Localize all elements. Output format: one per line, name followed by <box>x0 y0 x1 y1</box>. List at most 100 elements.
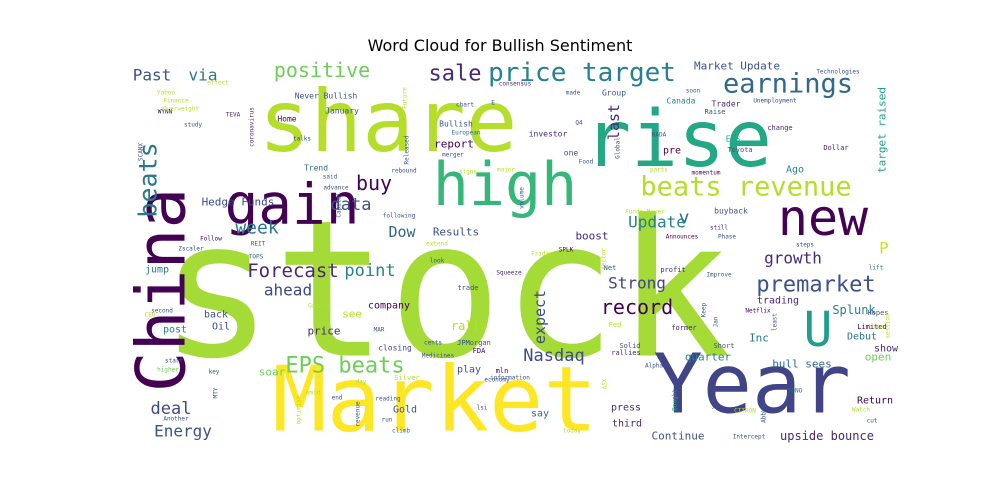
word-market-update: Market Update <box>694 60 780 73</box>
word-wynn: WYNN <box>158 109 173 116</box>
word-earnings: earnings <box>723 69 853 100</box>
word-global: Global <box>615 137 622 159</box>
word-signs: signs <box>459 169 477 176</box>
word-look: look <box>430 258 445 265</box>
word-last: last <box>605 104 623 140</box>
word-higher: higher <box>157 367 179 374</box>
word-abbvie: AbbVie <box>761 401 768 423</box>
word-announces: Announces <box>666 234 699 241</box>
word-growth: growth <box>764 249 822 268</box>
word-today: today <box>563 428 581 435</box>
word-press: press <box>611 403 641 414</box>
word-alpha: Alpha <box>645 363 663 370</box>
word-steps: steps <box>796 242 814 249</box>
word-revenue: revenue <box>355 401 362 427</box>
word-live: Live <box>869 324 884 331</box>
word-q4: Q4 <box>575 120 583 127</box>
word-funds-never: Funds Never <box>625 209 665 216</box>
word-follow: Follow <box>200 236 222 243</box>
word-january: January <box>325 107 359 116</box>
word-made: made <box>566 90 581 97</box>
word-bullish: Bullish <box>439 120 473 129</box>
word-closing: closing <box>378 344 412 353</box>
word-share: share <box>259 72 518 172</box>
word-u: U <box>804 302 833 358</box>
word-ceo: CEO <box>145 312 156 319</box>
word-soar: soar <box>259 366 286 379</box>
word-intercept: Intercept <box>733 434 766 441</box>
word-advance: advance <box>323 185 349 192</box>
word-dow: Dow <box>388 223 416 241</box>
word-following: following <box>383 213 416 220</box>
word-gold: Gold <box>393 405 417 416</box>
word-rada: RADA <box>652 132 667 139</box>
word-positive: positive <box>274 58 370 82</box>
word-record: record <box>601 295 673 319</box>
word-gained: Gained <box>308 303 330 310</box>
word-future: Future <box>402 87 409 109</box>
word-rally: rally <box>451 319 487 333</box>
word-price-target: price target <box>488 58 676 88</box>
word-open: open <box>865 351 892 364</box>
word-end: end <box>332 395 343 402</box>
word-beats: beats <box>134 142 163 217</box>
word-forecast: Forecast <box>247 260 339 282</box>
word-overweight: Overweight <box>163 106 200 113</box>
word-dollar: Dollar <box>823 144 848 152</box>
word-premarket: premarket <box>756 273 875 298</box>
word-phase: Phase <box>718 234 736 241</box>
word-reading: reading <box>375 396 401 403</box>
word-beats-revenue: beats revenue <box>640 172 851 203</box>
word-mty: MTY <box>213 387 220 398</box>
word-released: Released <box>404 135 411 164</box>
word-show: show <box>874 344 899 355</box>
word-e: E <box>491 100 495 107</box>
word-market: Market <box>272 348 597 453</box>
word-report: report <box>434 138 474 151</box>
word-china: China <box>123 188 202 393</box>
word-year: Year <box>653 338 850 433</box>
word-upside-bounce: upside bounce <box>780 429 874 443</box>
word-see: see <box>342 308 362 321</box>
word-trend: Trend <box>304 164 328 173</box>
word-consensus: consensus <box>499 81 532 88</box>
word-ago: Ago <box>786 165 804 176</box>
word-asx: ASX <box>602 378 609 389</box>
word-virus: virus <box>711 391 718 409</box>
word-bull-sees: bull sees <box>772 358 832 371</box>
word-jpmorgan: JPMorgan <box>457 339 491 347</box>
word-bought: Bought <box>672 389 679 411</box>
word-hedge-funds: Hedge Funds <box>202 196 275 209</box>
word-amid: amid <box>306 390 321 397</box>
word-past: Past <box>133 66 172 85</box>
word-ahead: ahead <box>264 281 312 300</box>
word-parts: parts <box>650 167 668 174</box>
word-squeeze: Squeeze <box>496 270 522 277</box>
word-strong: Strong <box>608 274 666 293</box>
word-gain: gain <box>225 173 360 238</box>
word-european: European <box>452 130 481 137</box>
word-watch: Watch <box>852 407 870 414</box>
word-zscaler: Zscaler <box>178 246 204 253</box>
word-data: data <box>331 195 372 215</box>
word-unemployment: Unemployment <box>753 98 797 105</box>
word-information: information <box>490 375 530 382</box>
word-former: former <box>671 324 696 332</box>
word-limited: Limited <box>857 323 887 331</box>
word-deal: deal <box>151 399 192 419</box>
word-mln: mln <box>496 367 509 375</box>
word-trader: Trader <box>712 100 741 109</box>
word-say: say <box>531 409 549 420</box>
word-extend: extend <box>426 241 448 248</box>
word-net: Net <box>604 264 617 272</box>
word-via: via <box>189 66 218 85</box>
word-silver: Silver <box>394 374 419 382</box>
word-cents: cents <box>424 340 442 347</box>
word-mar: MAR <box>374 327 385 334</box>
word-medicines: Medicines <box>422 353 455 360</box>
word-investor: investor <box>529 130 568 139</box>
word-continue: Continue <box>652 430 705 443</box>
word-canada: Canada <box>667 97 696 106</box>
word-rise: rise <box>584 95 772 185</box>
word-volume: volume <box>519 187 526 209</box>
